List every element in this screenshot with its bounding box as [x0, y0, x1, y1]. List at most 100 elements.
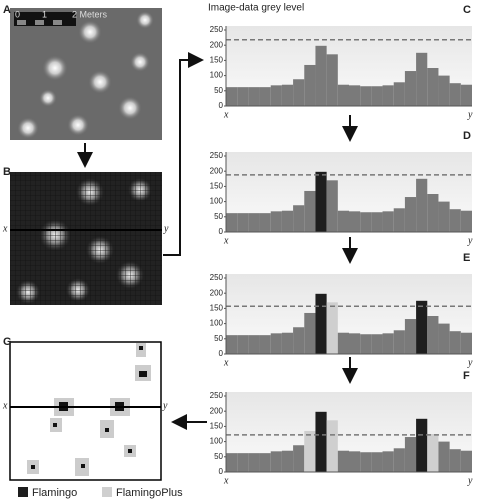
- axis-label: x: [2, 223, 8, 234]
- bar: [281, 210, 294, 232]
- panel-label: B: [3, 166, 11, 178]
- bar: [427, 68, 439, 106]
- bar: [304, 312, 316, 354]
- bar: [438, 323, 450, 354]
- axis-label: x: [2, 400, 8, 411]
- bar: [360, 452, 372, 472]
- y-tick-label: 200: [210, 288, 224, 297]
- bar: [281, 332, 294, 354]
- bar: [427, 316, 439, 354]
- bar: [304, 430, 316, 472]
- y-tick-label: 100: [210, 197, 224, 206]
- bar: [371, 86, 383, 106]
- bar: [449, 209, 461, 232]
- bar: [449, 83, 461, 106]
- y-tick-label: 250: [210, 151, 224, 160]
- bar: [293, 445, 305, 472]
- y-tick-label: 150: [210, 304, 224, 313]
- bar: [237, 213, 249, 232]
- legend-swatch: [18, 487, 28, 497]
- bar: [337, 450, 349, 472]
- bar: [270, 451, 282, 472]
- axis-label: y: [163, 223, 169, 234]
- y-tick-label: 250: [210, 273, 224, 282]
- bar: [248, 453, 260, 472]
- bar: [237, 87, 249, 106]
- y-tick-label: 100: [210, 71, 224, 80]
- bar: [281, 84, 294, 106]
- axis-label: x: [223, 357, 229, 368]
- bar: [304, 64, 316, 106]
- bar: [349, 211, 361, 232]
- bar: [315, 411, 327, 472]
- bar: [360, 334, 372, 354]
- bar: [460, 84, 472, 106]
- panel-label: C: [463, 4, 471, 16]
- y-tick-label: 250: [210, 391, 224, 400]
- scale-label: 2 Meters: [72, 9, 108, 19]
- y-tick-label: 0: [219, 227, 224, 236]
- bar: [360, 86, 372, 106]
- y-tick-label: 200: [210, 166, 224, 175]
- bar: [315, 45, 327, 106]
- axis-label: y: [467, 109, 473, 120]
- y-tick-label: 50: [214, 334, 223, 343]
- panel-b: B x y: [2, 166, 169, 305]
- bar: [371, 452, 383, 472]
- panel-a: A 0 1 2 Meters: [3, 4, 162, 140]
- bar: [226, 87, 238, 106]
- bar: [449, 331, 461, 354]
- panel-label: E: [463, 252, 470, 264]
- bar: [248, 335, 260, 354]
- y-tick-label: 200: [210, 40, 224, 49]
- bar: [404, 71, 417, 106]
- bar: [248, 87, 260, 106]
- y-tick-label: 100: [210, 437, 224, 446]
- bar: [259, 87, 271, 106]
- bar: [393, 208, 405, 232]
- axis-label: y: [467, 235, 473, 246]
- legend-label: Flamingo: [32, 487, 77, 499]
- bar: [449, 449, 461, 472]
- bar: [326, 54, 338, 106]
- legend-swatch: [102, 487, 112, 497]
- bar: [293, 79, 305, 106]
- bar: [382, 333, 394, 354]
- axis-label: x: [223, 109, 229, 120]
- bar: [349, 451, 361, 472]
- bar: [404, 319, 417, 354]
- bar: [270, 333, 282, 354]
- bar: [393, 330, 405, 354]
- bar: [248, 213, 260, 232]
- panel-label: A: [3, 4, 11, 16]
- y-tick-label: 100: [210, 319, 224, 328]
- axis-label: y: [162, 400, 168, 411]
- bar: [393, 82, 405, 106]
- bar: [281, 450, 294, 472]
- bar: [337, 84, 349, 106]
- panel-label: G: [3, 336, 12, 348]
- bar: [326, 180, 338, 232]
- bar: [382, 85, 394, 106]
- bar: [337, 332, 349, 354]
- bar: [259, 453, 271, 472]
- blobs: [17, 11, 154, 139]
- bar: [460, 210, 472, 232]
- scale-label: 1: [42, 9, 47, 19]
- panel-label: F: [463, 370, 470, 382]
- bar: [438, 441, 450, 472]
- bar: [259, 335, 271, 354]
- bar: [315, 171, 327, 232]
- bar: [382, 451, 394, 472]
- bar: [270, 211, 282, 232]
- bar: [226, 335, 238, 354]
- y-tick-label: 150: [210, 182, 224, 191]
- bar: [438, 201, 450, 232]
- panel-g: G x y: [2, 336, 168, 481]
- panel-label: D: [463, 130, 471, 142]
- bar: [337, 210, 349, 232]
- bar: [404, 437, 417, 472]
- bar: [416, 300, 428, 354]
- bar: [237, 335, 249, 354]
- bar: [259, 213, 271, 232]
